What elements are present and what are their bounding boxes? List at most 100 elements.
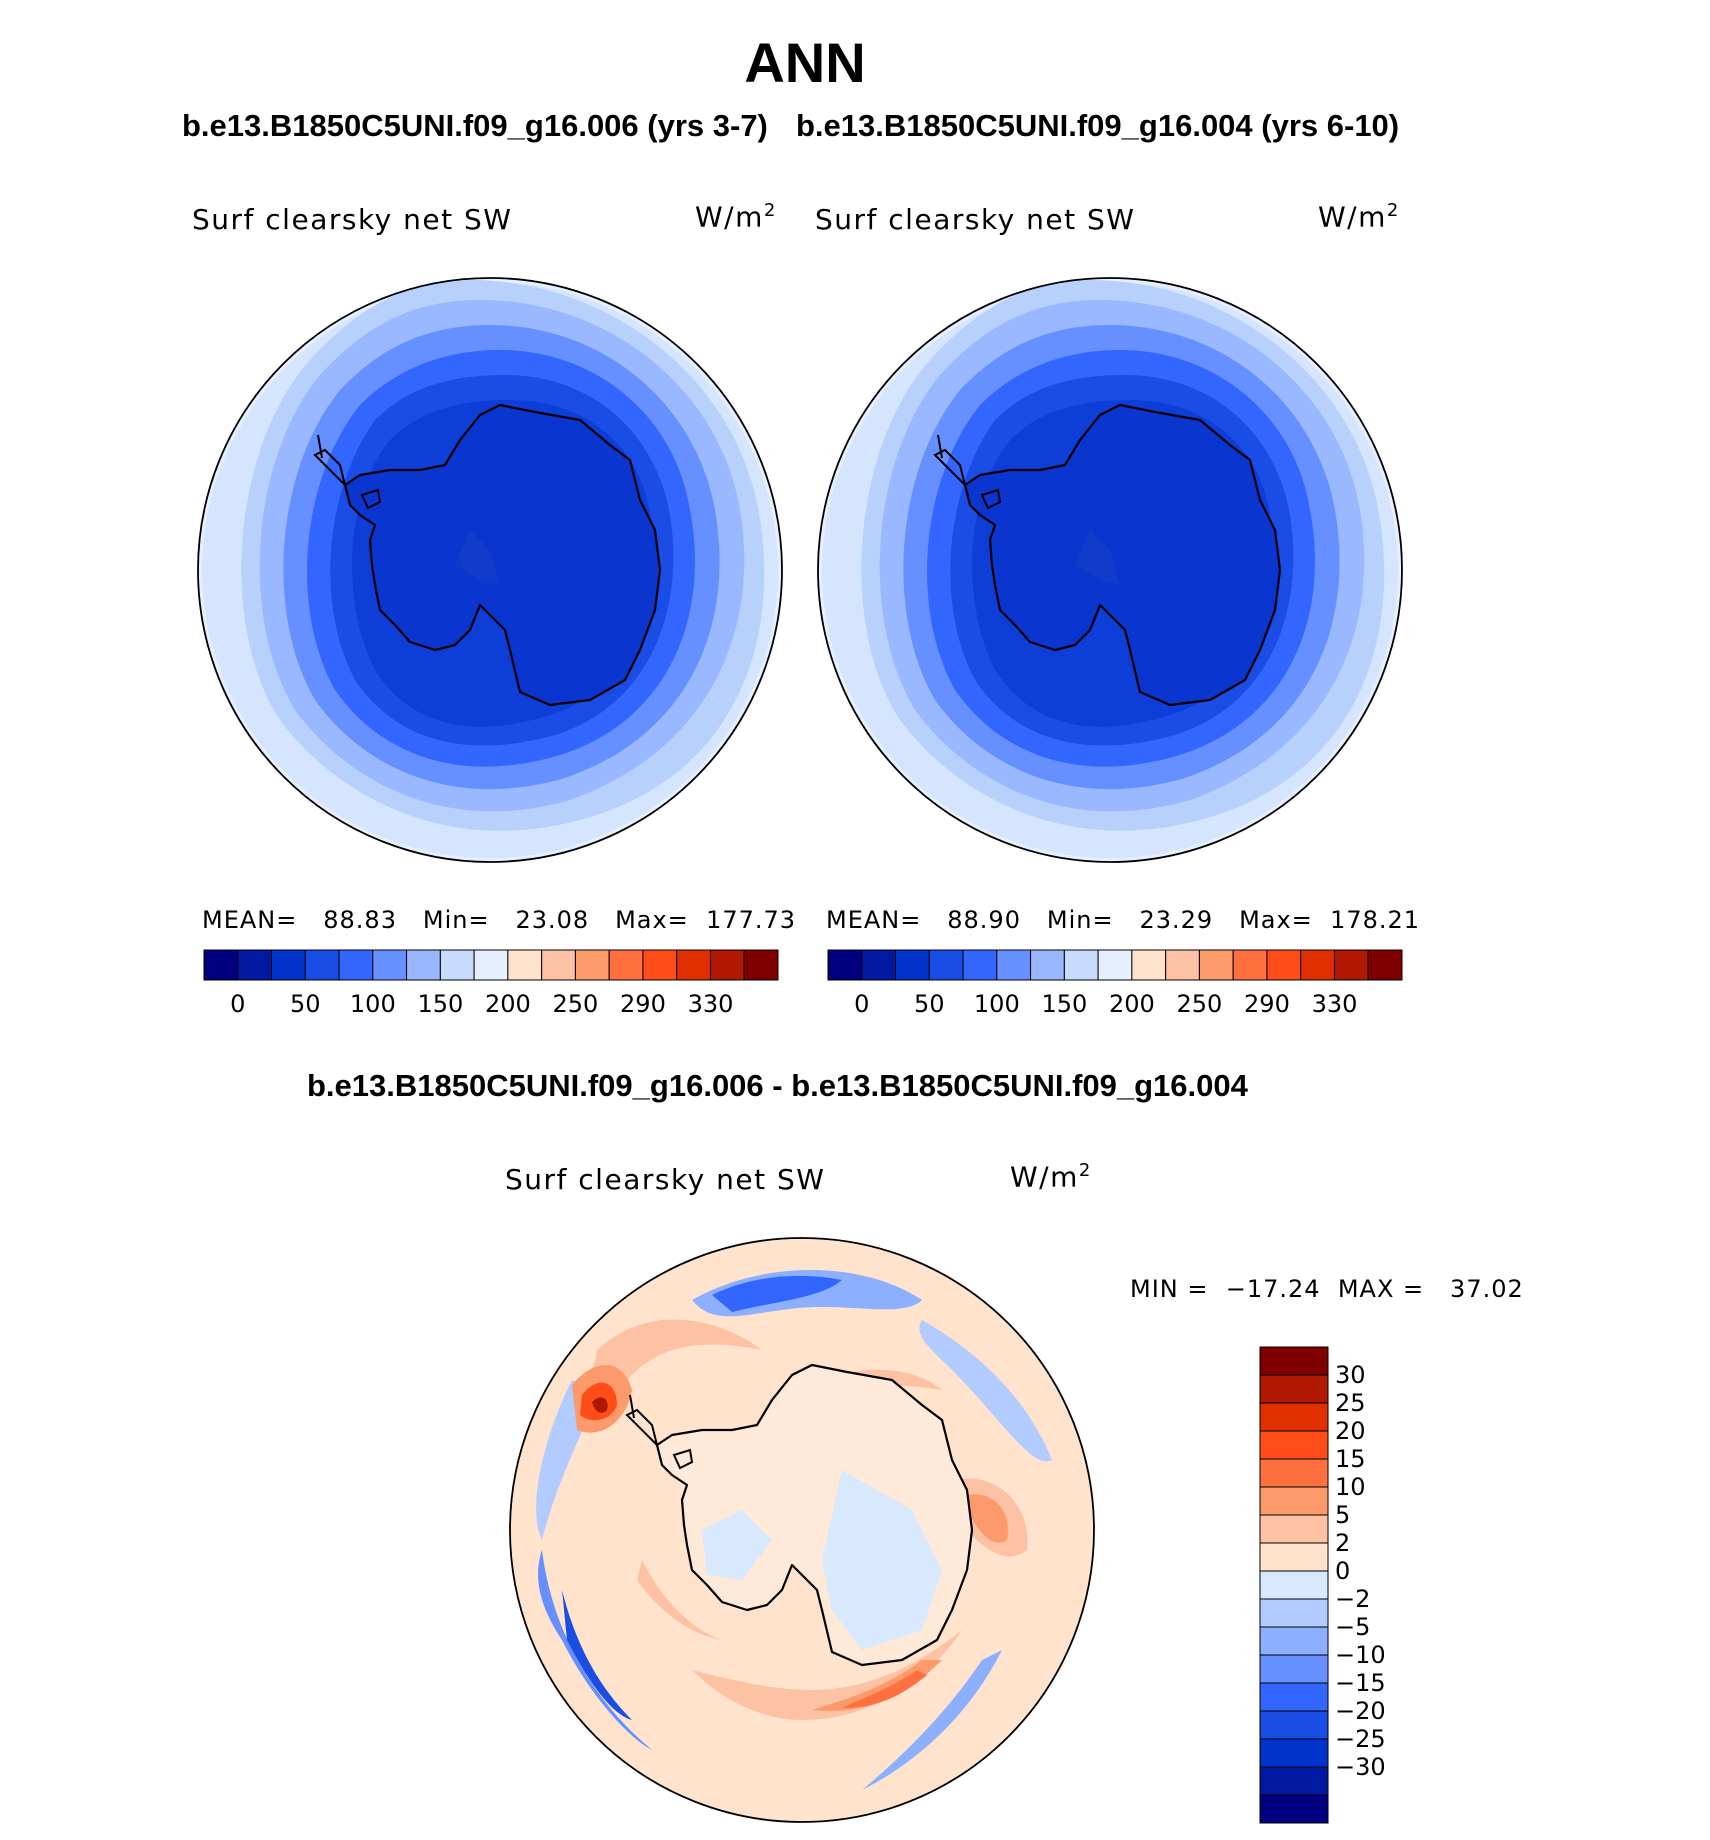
right-colorbar-swatch xyxy=(962,949,998,981)
right-colorbar-swatch xyxy=(1333,949,1369,981)
left-colorbar-swatch xyxy=(473,949,509,981)
left-colorbar-swatch xyxy=(203,949,239,981)
right-colorbar-tick-label: 150 xyxy=(1041,990,1088,1018)
right-colorbar-tick-label: 290 xyxy=(1244,990,1290,1018)
right-colorbar-swatch xyxy=(861,949,897,981)
left-colorbar-swatch xyxy=(372,949,408,981)
diff-colorbar-tick-label: −25 xyxy=(1335,1725,1386,1753)
diff-unit-label: W/m2 xyxy=(1010,1160,1092,1194)
left-min-label: Min= xyxy=(422,906,490,934)
diff-colorbar-swatch xyxy=(1259,1682,1329,1712)
left-colorbar-tick-label: 150 xyxy=(417,990,464,1018)
diff-colorbar-swatch xyxy=(1259,1598,1329,1628)
diff-colorbar-tick-label: 20 xyxy=(1335,1417,1366,1445)
right-colorbar-tick-label: 330 xyxy=(1311,990,1358,1018)
right-map xyxy=(817,277,1403,863)
right-max-label: Max= xyxy=(1239,906,1313,934)
right-min-value: 23.29 xyxy=(1139,906,1214,934)
right-stats: MEAN= 88.90 Min= 23.29 Max= 178.21 xyxy=(826,906,1420,934)
left-mean-value: 88.83 xyxy=(323,906,397,934)
diff-colorbar-swatch xyxy=(1259,1794,1329,1824)
left-colorbar-swatch xyxy=(439,949,475,981)
left-mean-label: MEAN= xyxy=(202,906,298,934)
right-mean-value: 88.90 xyxy=(947,906,1021,934)
diff-colorbar-tick-label: 0 xyxy=(1335,1557,1351,1585)
right-colorbar-swatch xyxy=(895,949,930,981)
diff-colorbar-tick-label: 2 xyxy=(1335,1529,1351,1557)
left-colorbar-swatch xyxy=(642,949,678,981)
left-colorbar-swatch xyxy=(507,949,543,981)
left-stats: MEAN= 88.83 Min= 23.08 Max= 177.73 xyxy=(202,906,796,934)
diff-colorbar-tick-label: 5 xyxy=(1335,1501,1351,1529)
left-colorbar-swatch xyxy=(676,949,711,981)
diff-colorbar-tick-label: −10 xyxy=(1335,1641,1386,1669)
diff-colorbar-tick-label: −5 xyxy=(1335,1613,1371,1641)
right-mean-label: MEAN= xyxy=(826,906,922,934)
right-colorbar-swatch xyxy=(1266,949,1302,981)
right-variable-label: Surf clearsky net SW xyxy=(815,203,1136,236)
diff-colorbar-swatch xyxy=(1259,1738,1329,1768)
right-colorbar-swatch xyxy=(1030,949,1065,981)
left-colorbar xyxy=(203,949,779,981)
diff-colorbar-tick-label: −2 xyxy=(1335,1585,1371,1613)
right-colorbar-swatch xyxy=(996,949,1032,981)
left-colorbar-labels: 0 50 100 150 200 250 290 330 xyxy=(204,990,778,1020)
diff-colorbar-swatch xyxy=(1259,1486,1329,1516)
right-colorbar-tick-label: 0 xyxy=(854,990,870,1018)
diff-min-value: −17.24 xyxy=(1225,1275,1321,1303)
right-colorbar-swatch xyxy=(1165,949,1200,981)
left-min-value: 23.08 xyxy=(515,906,590,934)
right-colorbar-swatch xyxy=(1198,949,1234,981)
left-max-label: Max= xyxy=(615,906,689,934)
diff-max-label: MAX = xyxy=(1337,1275,1425,1303)
diff-colorbar-swatch xyxy=(1259,1654,1329,1684)
diff-min-label: MIN = xyxy=(1130,1275,1209,1303)
left-colorbar-swatch xyxy=(406,949,441,981)
diff-colorbar-swatch xyxy=(1259,1570,1329,1600)
diff-colorbar-swatch xyxy=(1259,1374,1329,1404)
left-colorbar-swatch xyxy=(338,949,374,981)
page-title: ANN xyxy=(744,31,866,94)
diff-colorbar-swatch xyxy=(1259,1346,1329,1376)
case-title-right: b.e13.B1850C5UNI.f09_g16.004 (yrs 6-10) xyxy=(796,108,1400,143)
diff-colorbar-tick-label: −20 xyxy=(1335,1697,1386,1725)
left-colorbar-swatch xyxy=(574,949,610,981)
right-min-label: Min= xyxy=(1046,906,1114,934)
difference-colorbar-labels: 30 25 20 15 10 5 2 0 −2 −5 −10 −15 −20 −25 −30 xyxy=(1335,1347,1455,1823)
diff-colorbar-swatch xyxy=(1259,1542,1329,1572)
left-colorbar-swatch xyxy=(743,949,779,981)
left-colorbar-swatch xyxy=(541,949,576,981)
left-colorbar-swatch xyxy=(237,949,273,981)
diff-colorbar-swatch xyxy=(1259,1626,1329,1656)
diff-colorbar-tick-label: 25 xyxy=(1335,1389,1366,1417)
left-colorbar-swatch xyxy=(271,949,306,981)
right-max-value: 178.21 xyxy=(1330,906,1421,934)
diff-colorbar-tick-label: 15 xyxy=(1335,1445,1366,1473)
difference-colorbar xyxy=(1259,1346,1329,1824)
diff-colorbar-tick-label: 10 xyxy=(1335,1473,1366,1501)
left-colorbar-tick-label: 250 xyxy=(552,990,599,1018)
left-unit-label: W/m2 xyxy=(695,200,777,234)
right-colorbar-swatch xyxy=(1063,949,1099,981)
left-colorbar-tick-label: 100 xyxy=(349,990,396,1018)
diff-colorbar-swatch xyxy=(1259,1458,1329,1488)
diff-variable-label: Surf clearsky net SW xyxy=(505,1163,826,1196)
diff-colorbar-swatch xyxy=(1259,1710,1329,1740)
left-colorbar-tick-label: 0 xyxy=(230,990,246,1018)
diff-max-value: 37.02 xyxy=(1450,1275,1524,1303)
left-colorbar-tick-label: 330 xyxy=(687,990,734,1018)
left-colorbar-swatch xyxy=(709,949,745,981)
diff-stats: MIN = −17.24 MAX = 37.02 xyxy=(1130,1275,1524,1303)
left-colorbar-swatch xyxy=(608,949,644,981)
right-colorbar-tick-label: 250 xyxy=(1176,990,1223,1018)
right-colorbar-swatch xyxy=(1131,949,1167,981)
right-colorbar-swatch xyxy=(1300,949,1335,981)
right-colorbar-tick-label: 100 xyxy=(973,990,1020,1018)
diff-colorbar-tick-label: −30 xyxy=(1335,1753,1386,1781)
right-colorbar-tick-label: 200 xyxy=(1108,990,1155,1018)
right-unit-label: W/m2 xyxy=(1318,200,1400,234)
left-colorbar-swatch xyxy=(304,949,340,981)
difference-map xyxy=(509,1237,1095,1823)
left-max-value: 177.73 xyxy=(706,906,797,934)
diff-colorbar-swatch xyxy=(1259,1402,1329,1432)
